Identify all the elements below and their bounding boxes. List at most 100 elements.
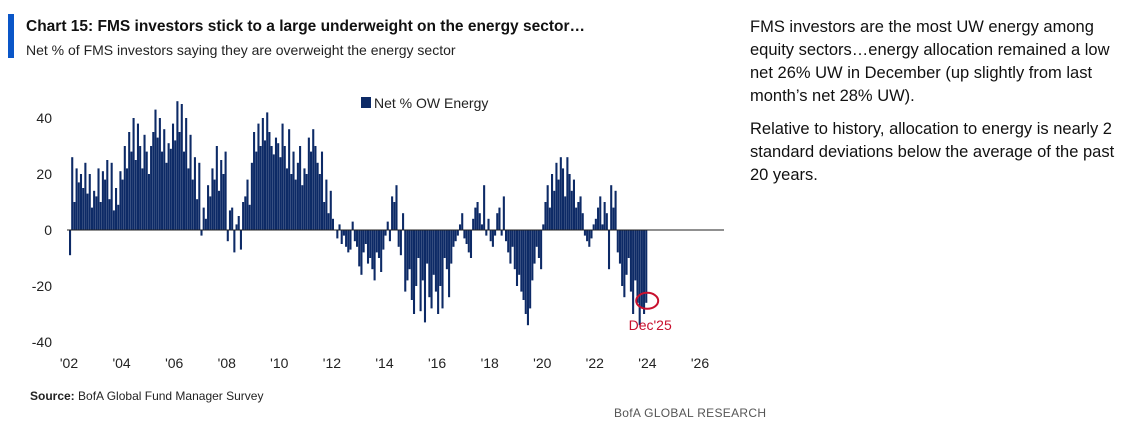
bar: [213, 179, 216, 230]
bar: [491, 230, 494, 247]
bar: [408, 230, 411, 270]
bar: [266, 112, 269, 230]
bar: [515, 230, 519, 286]
bar: [128, 132, 131, 230]
commentary-paragraph-2: Relative to history, allocation to energ…: [750, 120, 1115, 184]
bar: [640, 230, 643, 309]
bar: [605, 213, 608, 230]
bar: [272, 154, 275, 230]
bar: [419, 230, 422, 312]
bar: [570, 190, 573, 230]
bar: [69, 230, 72, 256]
bar: [494, 230, 497, 236]
bar: [406, 230, 409, 281]
bar: [130, 151, 133, 230]
bar: [217, 190, 221, 230]
bar: [312, 129, 315, 230]
bar: [119, 171, 122, 230]
bar: [579, 196, 582, 230]
bar: [233, 230, 236, 253]
bar: [548, 207, 551, 230]
bar: [299, 146, 302, 230]
bar: [388, 230, 391, 242]
bar: [331, 218, 334, 230]
bar: [106, 160, 109, 230]
bar: [307, 137, 310, 230]
bar: [250, 162, 253, 230]
bar: [426, 230, 429, 264]
bar: [121, 179, 124, 230]
bar: [327, 213, 330, 230]
bar: [171, 123, 175, 230]
bar: [588, 230, 591, 247]
bar: [204, 218, 207, 230]
bar: [360, 230, 363, 275]
bar: [156, 137, 159, 230]
bar: [169, 148, 172, 230]
bar: [147, 174, 150, 230]
bar: [356, 230, 359, 247]
bar: [445, 230, 448, 270]
bar: [561, 168, 565, 230]
bar: [73, 202, 76, 230]
bar: [215, 146, 218, 230]
commentary-paragraph-1: FMS investors are the most UW energy amo…: [750, 18, 1110, 105]
bar: [476, 202, 479, 230]
bar: [458, 224, 462, 230]
bar: [590, 230, 593, 239]
source-label: Source:: [30, 389, 75, 403]
x-tick-label: '12: [323, 355, 341, 371]
chart-subtitle: Net % of FMS investors saying they are o…: [26, 42, 456, 58]
bar: [257, 123, 260, 230]
bar: [88, 174, 91, 230]
bar: [71, 157, 74, 230]
bar: [281, 123, 284, 230]
bar: [318, 174, 321, 230]
bar: [268, 132, 271, 230]
bar: [200, 230, 203, 236]
bar: [86, 193, 89, 230]
bar: [189, 134, 192, 230]
bar: [117, 204, 120, 230]
bar: [152, 132, 155, 230]
legend-swatch: [361, 97, 371, 108]
bar: [524, 230, 527, 314]
bar: [366, 230, 370, 264]
bar: [553, 190, 556, 230]
bar: [577, 202, 580, 230]
bar: [463, 230, 466, 239]
bar: [161, 151, 164, 230]
bar: [176, 101, 179, 230]
bar: [448, 230, 451, 298]
bar: [465, 230, 468, 244]
bar: [373, 230, 376, 281]
bar: [391, 196, 394, 230]
bar: [544, 202, 547, 230]
bar: [158, 118, 161, 230]
bar: [583, 230, 586, 236]
bar: [399, 230, 402, 256]
bar: [207, 185, 210, 230]
bar: [636, 230, 639, 303]
bar: [115, 188, 118, 230]
x-tick-label: '06: [165, 355, 183, 371]
chart-title: Chart 15: FMS investors stick to a large…: [26, 18, 585, 35]
bar: [123, 146, 126, 230]
bar: [84, 162, 87, 230]
bar: [412, 230, 416, 314]
bar: [474, 207, 477, 230]
bar: [167, 143, 170, 230]
annotation-circle: [635, 291, 660, 310]
bar: [277, 143, 280, 230]
bar: [310, 151, 313, 230]
x-tick-label: '20: [533, 355, 551, 371]
bar: [154, 109, 157, 230]
title-accent-bar: [8, 14, 14, 58]
bar: [509, 230, 512, 264]
bar: [222, 174, 225, 230]
bar: [369, 230, 372, 258]
bar: [507, 230, 510, 253]
bar: [342, 230, 345, 236]
y-tick-label: 20: [36, 166, 52, 182]
bar: [629, 230, 632, 292]
